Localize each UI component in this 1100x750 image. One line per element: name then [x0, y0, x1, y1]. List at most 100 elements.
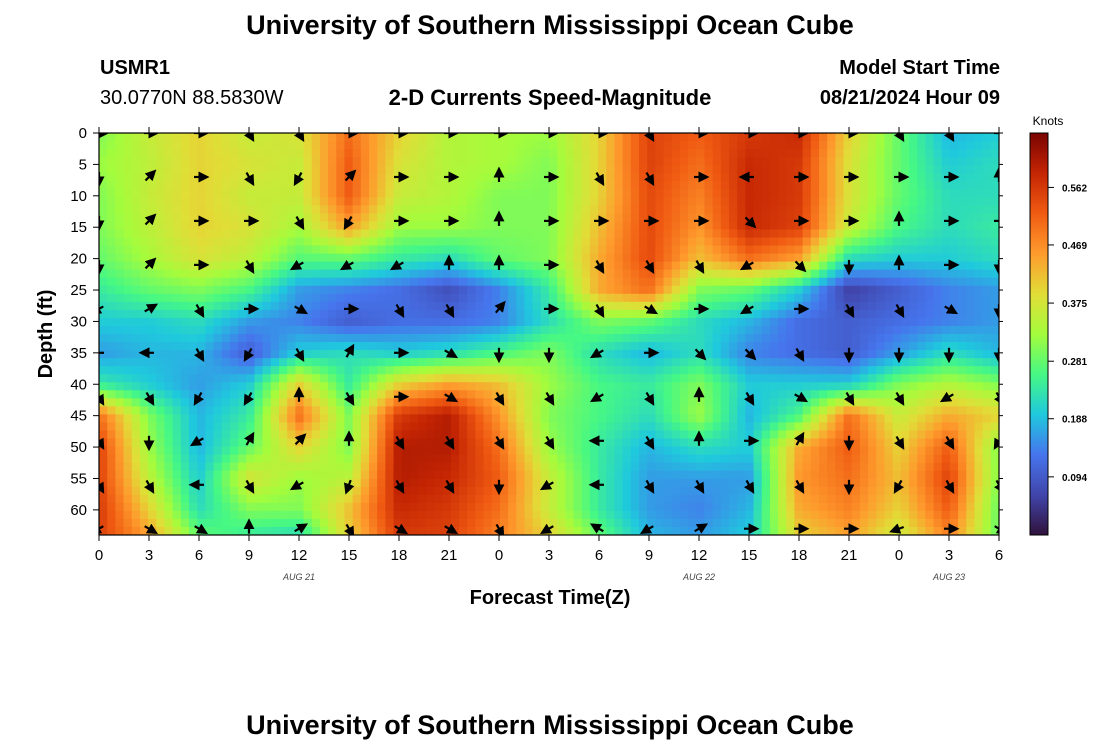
heatmap-cell — [205, 165, 215, 174]
heatmap-cell — [483, 422, 493, 432]
heatmap-cell — [221, 189, 231, 198]
heatmap-cell — [352, 221, 362, 231]
heatmap-cell — [892, 293, 902, 303]
heatmap-cell — [148, 189, 157, 198]
heatmap-cell — [720, 334, 730, 343]
heatmap-cell — [295, 494, 305, 504]
heatmap-cell — [229, 350, 239, 359]
heatmap-cell — [131, 325, 141, 335]
heatmap-cell — [197, 342, 206, 351]
heatmap-cell — [156, 462, 166, 472]
heatmap-cell — [360, 165, 370, 174]
heatmap-cell — [540, 189, 550, 198]
heatmap-cell — [573, 309, 583, 319]
heatmap-cell — [802, 285, 812, 295]
heatmap-cell — [851, 390, 861, 399]
heatmap-cell — [401, 221, 411, 231]
heatmap-cell — [328, 366, 337, 375]
heatmap-cell — [712, 133, 722, 142]
heatmap-cell — [827, 221, 836, 231]
heatmap-cell — [434, 325, 444, 335]
heatmap-cell — [360, 293, 370, 303]
heatmap-cell — [598, 334, 607, 343]
heatmap-cell — [917, 422, 926, 432]
heatmap-cell — [696, 470, 706, 480]
heatmap-cell — [581, 221, 591, 231]
heatmap-cell — [459, 414, 468, 424]
heatmap-cell — [827, 462, 836, 472]
heatmap-cell — [164, 430, 174, 440]
heatmap-cell — [328, 133, 337, 142]
heatmap-cell — [352, 261, 362, 271]
heatmap-cell — [115, 438, 125, 448]
heatmap-cell — [328, 398, 337, 407]
heatmap-cell — [369, 141, 378, 150]
heatmap-cell — [753, 454, 763, 464]
heatmap-cell — [369, 269, 378, 279]
heatmap-cell — [982, 350, 992, 359]
heatmap-cell — [589, 325, 599, 335]
heatmap-cell — [769, 317, 779, 327]
heatmap-cell — [565, 181, 575, 190]
heatmap-cell — [352, 478, 362, 488]
heatmap-cell — [409, 342, 419, 351]
heatmap-cell — [917, 229, 926, 239]
heatmap-cell — [786, 414, 796, 424]
heatmap-cell — [319, 382, 329, 391]
heatmap-cell — [221, 133, 231, 142]
heatmap-cell — [819, 269, 828, 279]
heatmap-cell — [802, 189, 812, 198]
heatmap-cell — [647, 141, 656, 150]
heatmap-cell — [949, 470, 959, 480]
heatmap-cell — [360, 350, 370, 359]
heatmap-cell — [508, 446, 517, 456]
heatmap-cell — [426, 309, 436, 319]
heatmap-cell — [663, 173, 673, 182]
heatmap-cell — [990, 157, 999, 166]
heatmap-cell — [303, 157, 313, 166]
heatmap-cell — [295, 309, 305, 319]
heatmap-cell — [729, 253, 738, 263]
heatmap-cell — [434, 229, 444, 239]
heatmap-cell — [598, 189, 607, 198]
heatmap-cell — [238, 325, 247, 335]
heatmap-cell — [802, 446, 812, 456]
heatmap-cell — [107, 253, 116, 263]
heatmap-cell — [794, 342, 804, 351]
heatmap-cell — [319, 173, 329, 182]
heatmap-cell — [303, 334, 313, 343]
heatmap-cell — [925, 486, 935, 496]
heatmap-cell — [172, 133, 182, 142]
heatmap-cell — [810, 309, 820, 319]
heatmap-cell — [819, 317, 828, 327]
heatmap-cell — [933, 398, 943, 407]
heatmap-cell — [573, 213, 583, 223]
heatmap-cell — [205, 317, 215, 327]
heatmap-cell — [851, 486, 861, 496]
heatmap-cell — [704, 293, 714, 303]
heatmap-cell — [868, 213, 877, 223]
heatmap-cell — [409, 430, 419, 440]
heatmap-cell — [189, 221, 198, 231]
heatmap-cell — [990, 398, 999, 407]
heatmap-cell — [737, 382, 746, 391]
heatmap-cell — [254, 309, 264, 319]
heatmap-cell — [279, 133, 288, 142]
heatmap-cell — [238, 350, 247, 359]
heatmap-cell — [606, 334, 616, 343]
heatmap-cell — [352, 189, 362, 198]
heatmap-cell — [663, 237, 673, 247]
heatmap-cell — [958, 133, 967, 142]
heatmap-cell — [696, 269, 706, 279]
heatmap-cell — [442, 253, 452, 263]
heatmap-cell — [639, 269, 648, 279]
heatmap-cell — [925, 285, 935, 295]
heatmap-cell — [238, 382, 247, 391]
heatmap-cell — [630, 486, 640, 496]
heatmap-cell — [270, 350, 280, 359]
heatmap-cell — [385, 358, 395, 367]
heatmap-cell — [508, 301, 517, 311]
heatmap-cell — [336, 285, 346, 295]
heatmap-cell — [442, 165, 452, 174]
heatmap-cell — [336, 478, 346, 488]
